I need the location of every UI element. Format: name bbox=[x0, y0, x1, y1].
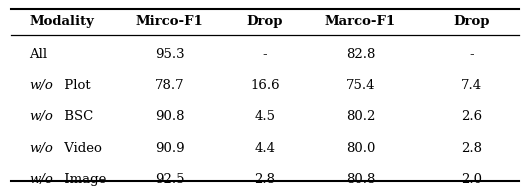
Text: All: All bbox=[29, 48, 47, 61]
Text: 90.8: 90.8 bbox=[155, 110, 184, 123]
Text: 80.0: 80.0 bbox=[346, 142, 375, 155]
Text: 4.4: 4.4 bbox=[254, 142, 276, 155]
Text: 90.9: 90.9 bbox=[155, 142, 184, 155]
Text: w/o: w/o bbox=[29, 173, 53, 186]
Text: 75.4: 75.4 bbox=[346, 79, 375, 92]
Text: 7.4: 7.4 bbox=[461, 79, 482, 92]
Text: w/o: w/o bbox=[29, 110, 53, 123]
Text: 2.8: 2.8 bbox=[461, 142, 482, 155]
Text: 82.8: 82.8 bbox=[346, 48, 375, 61]
Text: Mirco-F1: Mirco-F1 bbox=[136, 15, 204, 28]
Text: 78.7: 78.7 bbox=[155, 79, 184, 92]
Text: 2.8: 2.8 bbox=[254, 173, 276, 186]
Text: 2.0: 2.0 bbox=[461, 173, 482, 186]
Text: Video: Video bbox=[60, 142, 102, 155]
Text: w/o: w/o bbox=[29, 142, 53, 155]
Text: BSC: BSC bbox=[60, 110, 93, 123]
Text: Plot: Plot bbox=[60, 79, 91, 92]
Text: 80.8: 80.8 bbox=[346, 173, 375, 186]
Text: Drop: Drop bbox=[454, 15, 490, 28]
Text: 16.6: 16.6 bbox=[250, 79, 280, 92]
Text: 92.5: 92.5 bbox=[155, 173, 184, 186]
Text: Drop: Drop bbox=[247, 15, 283, 28]
Text: 80.2: 80.2 bbox=[346, 110, 375, 123]
Text: Image: Image bbox=[60, 173, 106, 186]
Text: 4.5: 4.5 bbox=[254, 110, 276, 123]
Text: Modality: Modality bbox=[29, 15, 94, 28]
Text: -: - bbox=[263, 48, 267, 61]
Text: -: - bbox=[470, 48, 474, 61]
Text: Marco-F1: Marco-F1 bbox=[325, 15, 396, 28]
Text: 2.6: 2.6 bbox=[461, 110, 482, 123]
Text: w/o: w/o bbox=[29, 79, 53, 92]
Text: 95.3: 95.3 bbox=[155, 48, 184, 61]
